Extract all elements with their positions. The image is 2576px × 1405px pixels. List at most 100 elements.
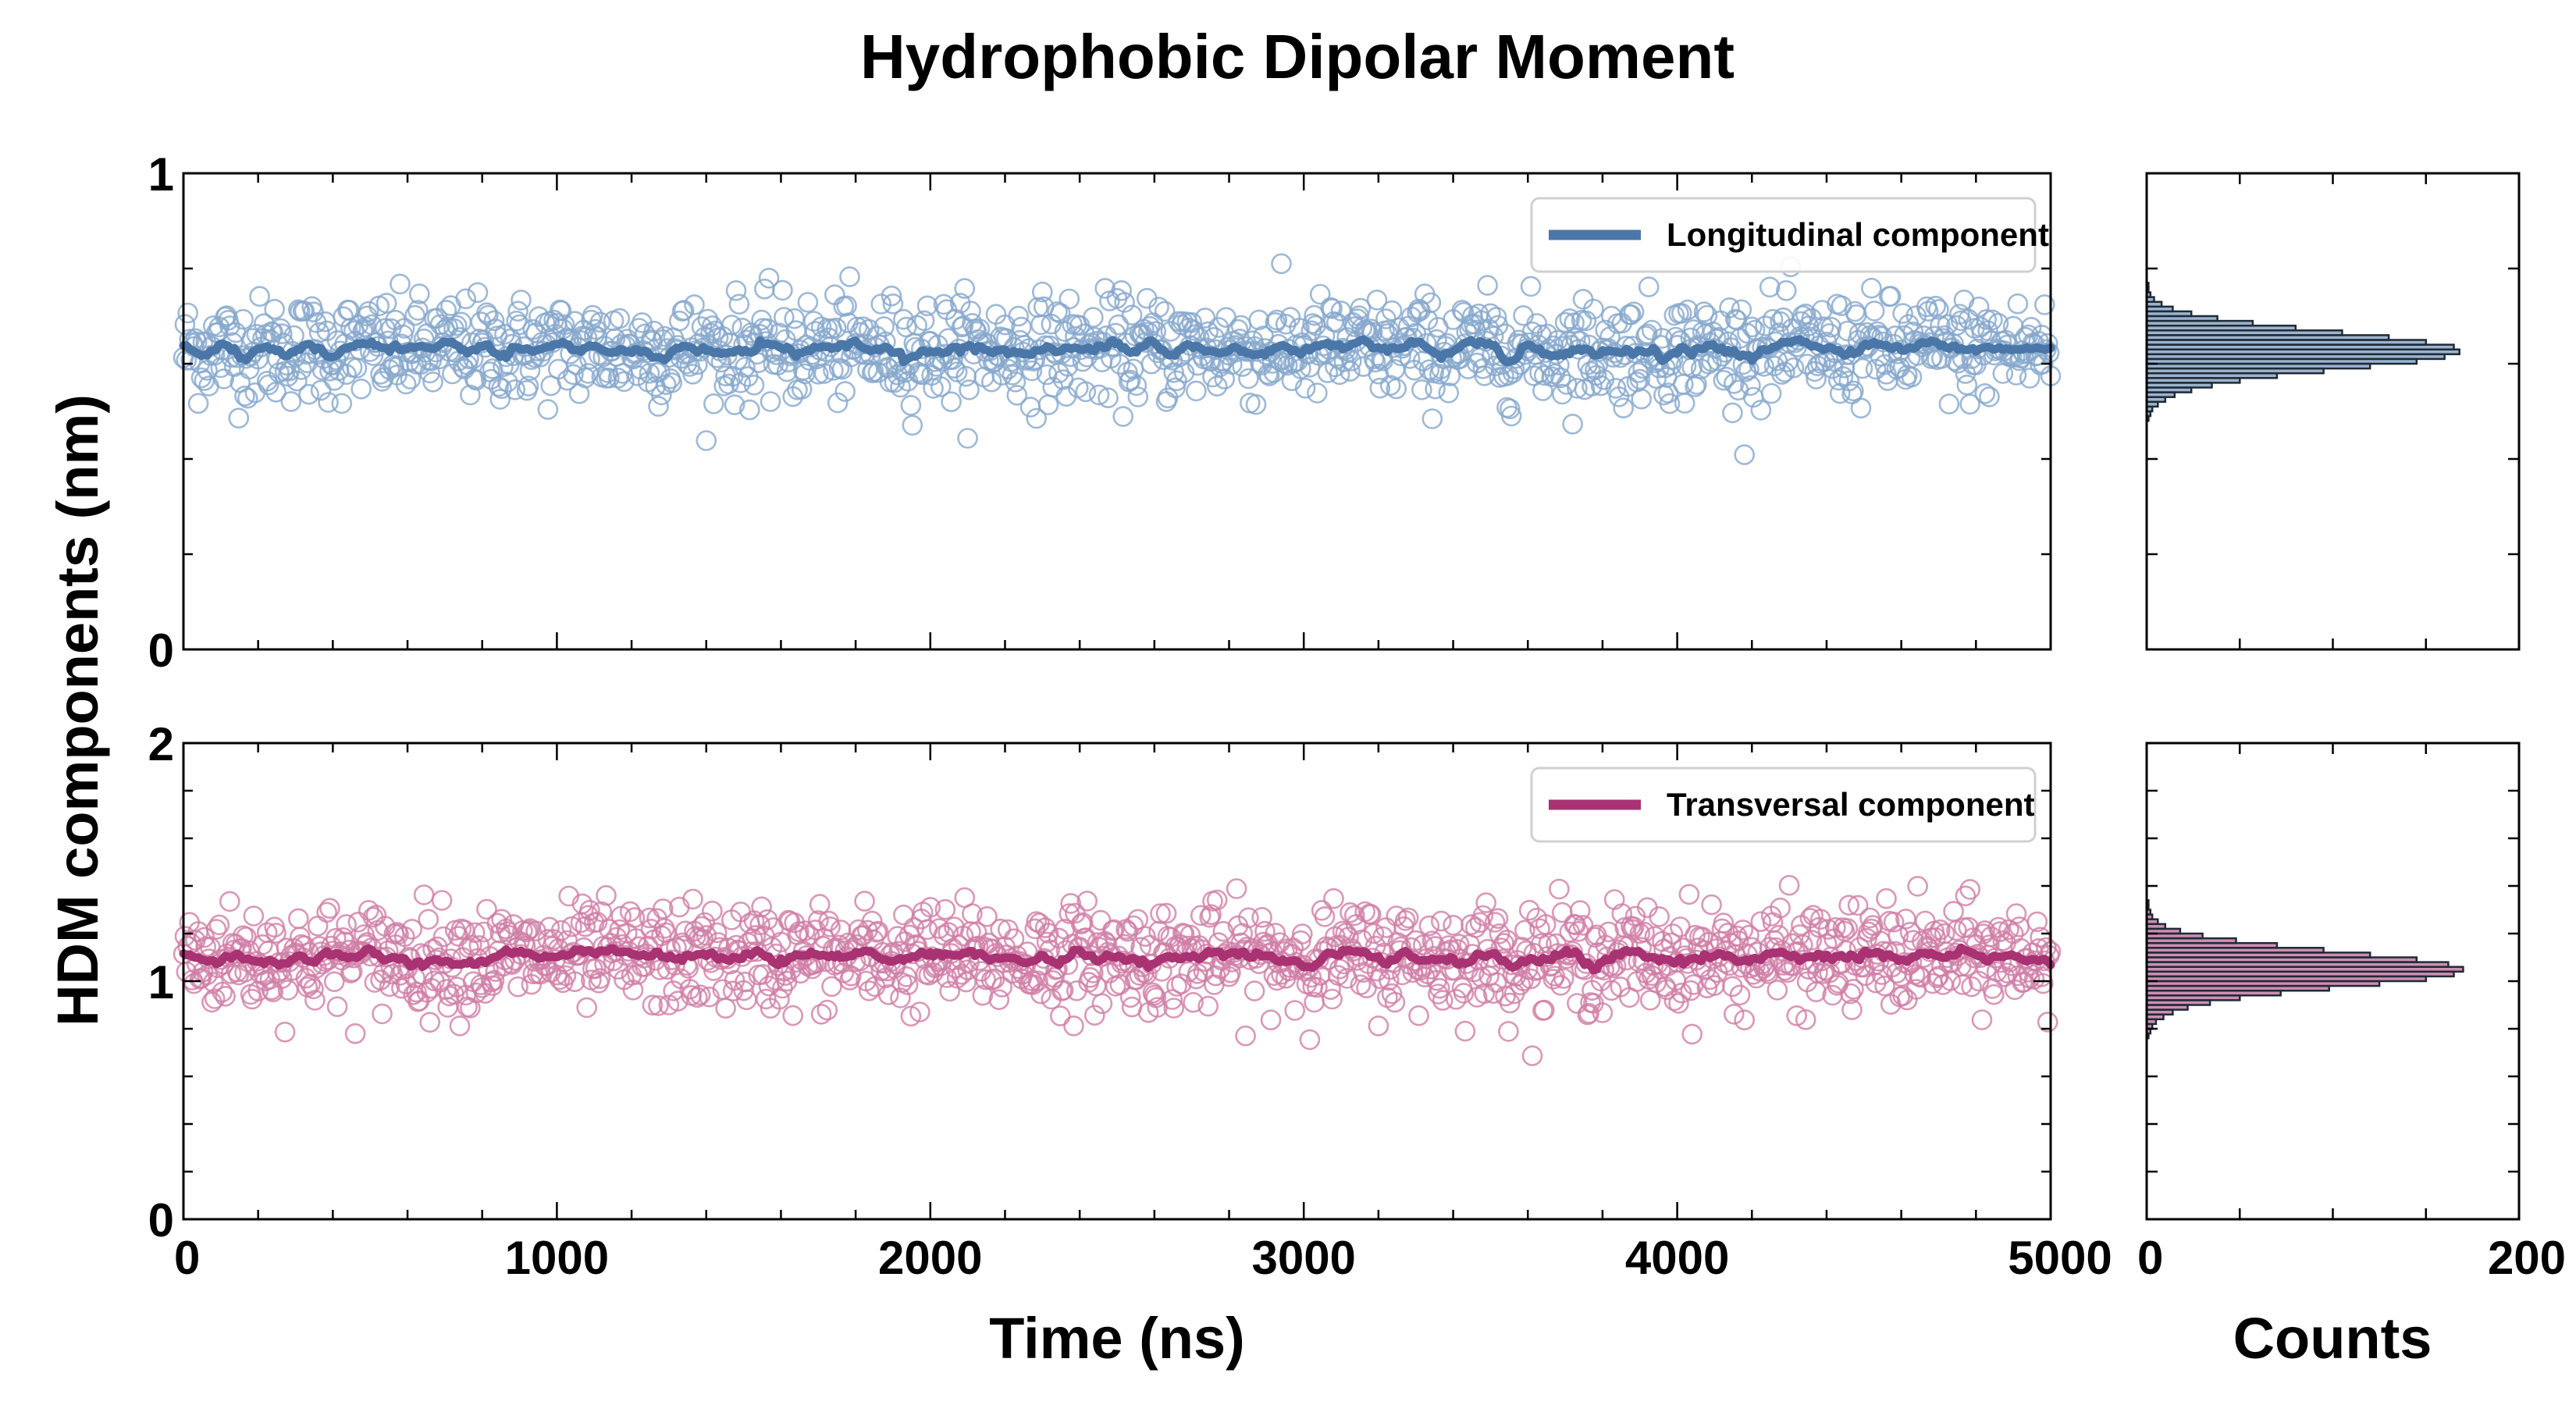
data-point (1553, 968, 1574, 989)
data-point (1582, 375, 1603, 397)
data-point (436, 300, 457, 321)
data-point (2033, 973, 2054, 994)
data-point (900, 394, 922, 416)
data-point (1549, 878, 1570, 900)
legend: Transversal component (1530, 767, 2037, 843)
data-point (1314, 906, 1336, 927)
data-point (1662, 923, 1684, 944)
data-point (1155, 902, 1177, 924)
data-point (754, 278, 775, 300)
data-point (1238, 368, 1259, 389)
data-point (1760, 382, 1782, 404)
data-point (1536, 323, 1558, 345)
data-point (619, 901, 641, 923)
x-axis-label: Time (ns) (989, 1306, 1245, 1371)
data-point (1959, 393, 1980, 415)
data-point (648, 995, 669, 1016)
data-point (941, 391, 962, 413)
data-point (1907, 876, 1928, 897)
data-point (1598, 921, 1619, 943)
data-point (326, 996, 348, 1017)
data-point (491, 378, 512, 400)
data-point (1902, 321, 1924, 343)
data-point (599, 368, 620, 389)
data-point (1307, 382, 1328, 404)
data-point (1024, 918, 1046, 940)
data-point (1699, 969, 1720, 991)
data-point (476, 302, 497, 324)
data-point (1861, 277, 1882, 299)
data-point (1088, 384, 1110, 406)
data-point (1813, 316, 1834, 337)
data-point (1783, 357, 1805, 379)
data-point (1201, 904, 1222, 925)
data-point (1443, 915, 1464, 936)
data-point (316, 902, 338, 923)
data-point (1123, 915, 1144, 937)
data-point (1974, 382, 1996, 404)
data-point (382, 354, 404, 376)
data-point (1731, 299, 1752, 321)
data-point (1500, 992, 1521, 1014)
data-point (1047, 301, 1068, 322)
data-point (280, 391, 302, 412)
data-point (550, 919, 572, 941)
data-point (1163, 998, 1184, 1019)
data-point (1381, 300, 1403, 322)
data-point (1119, 369, 1141, 391)
data-point (991, 976, 1012, 998)
data-point (589, 311, 611, 333)
data-point (724, 394, 745, 415)
data-point (1838, 895, 1859, 916)
data-point (246, 323, 268, 345)
data-point (1021, 360, 1043, 382)
data-point (1577, 1004, 1599, 1026)
data-point (821, 976, 842, 998)
data-point (1832, 366, 1854, 387)
data-point (624, 907, 646, 928)
data-point (1411, 379, 1432, 400)
data-point (651, 384, 672, 406)
data-point (1075, 381, 1097, 403)
data-point (407, 300, 429, 321)
data-point (1425, 378, 1446, 400)
data-point (219, 315, 240, 336)
data-point (988, 989, 1010, 1010)
x-tick-label: 4000 (1625, 1232, 1729, 1284)
data-point (2019, 368, 2041, 389)
data-point (504, 379, 526, 400)
data-point (890, 376, 911, 398)
data-point (1922, 346, 1944, 368)
data-point (1930, 919, 1951, 941)
data-point (1925, 295, 1946, 317)
data-point (431, 890, 453, 911)
data-point (703, 393, 724, 414)
data-point (667, 991, 688, 1012)
data-point (460, 384, 481, 406)
data-point (1771, 364, 1792, 385)
data-point (689, 984, 711, 1005)
data-point (1091, 993, 1113, 1015)
histogram-bars (2145, 282, 2460, 422)
data-point (834, 381, 856, 402)
data-point (972, 984, 994, 1006)
data-point (516, 921, 538, 943)
transversal-histogram (2145, 742, 2521, 1221)
data-point (1801, 930, 1823, 951)
data-point (511, 290, 532, 311)
data-point (1828, 973, 1849, 994)
running-mean-line (179, 335, 2055, 367)
running-mean-line (179, 943, 2055, 975)
data-point (841, 965, 862, 987)
data-point (1206, 375, 1228, 397)
data-point (1183, 991, 1204, 1013)
data-point (1811, 300, 1833, 321)
data-point (1635, 325, 1656, 347)
data-point (1847, 895, 1869, 916)
data-point (1583, 298, 1604, 320)
data-point (1384, 991, 1406, 1013)
data-point (422, 371, 443, 393)
data-point (1971, 1009, 1993, 1030)
data-point (1111, 279, 1132, 301)
data-point (1226, 878, 1247, 899)
